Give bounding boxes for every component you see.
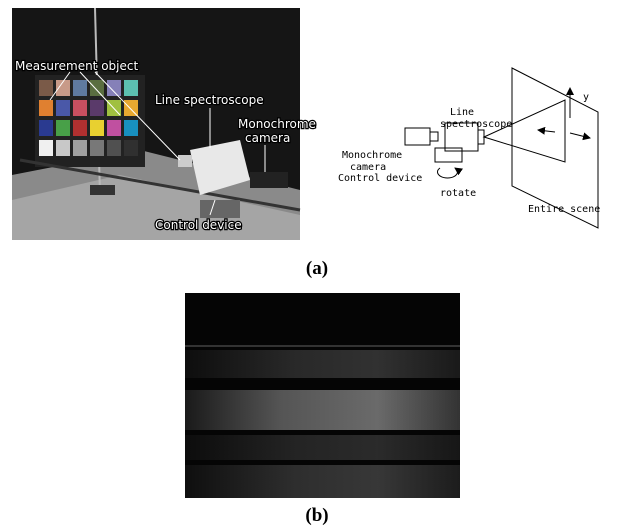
caption: (b) — [305, 505, 328, 526]
diagram-label: rotate — [440, 188, 476, 199]
diagram-label: spectroscope — [440, 119, 512, 130]
figure: Measurement object Line spectroscope Mon… — [0, 0, 635, 531]
color-checker — [35, 75, 145, 167]
photo-label: Monochrome — [238, 117, 316, 131]
spectral-image — [185, 293, 460, 498]
setup-photo: Measurement object Line spectroscope Mon… — [12, 8, 316, 240]
diagram-label: y — [583, 92, 589, 103]
setup-diagram: Monochrome camera Line spectroscope Cont… — [338, 68, 600, 228]
diagram-label: Control device — [338, 173, 422, 184]
photo-label: Line spectroscope — [155, 93, 264, 107]
diagram-label: Entire scene — [528, 204, 600, 215]
diagram-label: Monochrome — [342, 150, 402, 161]
photo-label: Measurement object — [15, 59, 138, 73]
photo-label: camera — [245, 131, 290, 145]
diagram-label: camera — [350, 162, 386, 173]
diagram-label: Line — [450, 107, 474, 118]
photo-label: Control device — [155, 218, 242, 232]
caption: (a) — [306, 258, 328, 279]
